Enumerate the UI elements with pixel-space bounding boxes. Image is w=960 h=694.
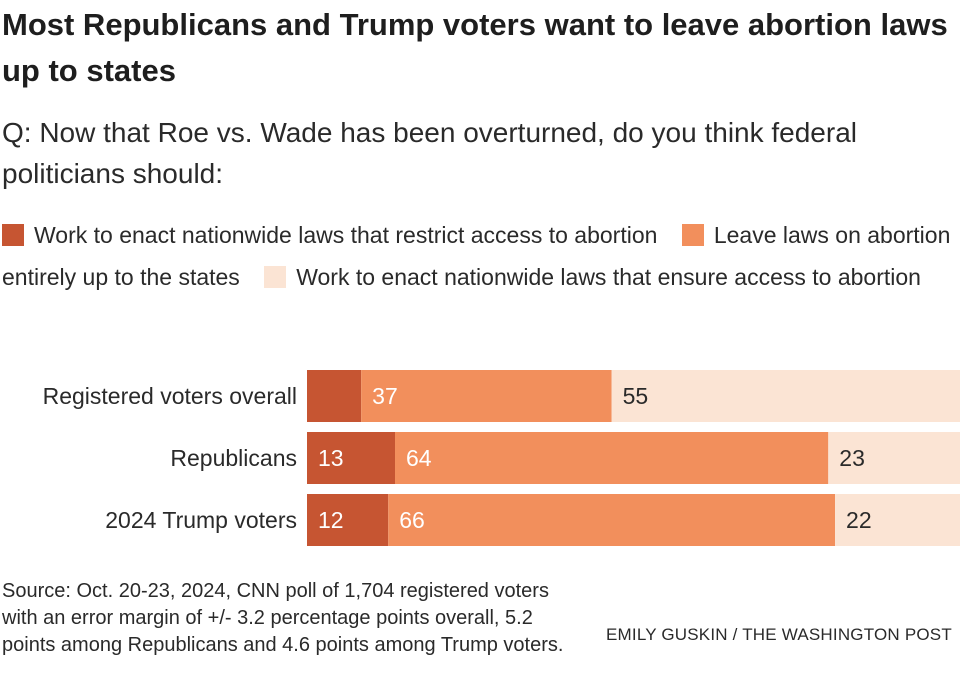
chart-subtitle: Q: Now that Roe vs. Wade has been overtu…	[2, 117, 857, 189]
bar-segment	[361, 370, 612, 422]
stacked-bar-chart: Registered voters overall 37 55 Republicans…	[43, 370, 960, 546]
source-note: Source: Oct. 20-23, 2024, CNN poll of 1,…	[2, 580, 564, 656]
chart-title: Most Republicans and Trump voters want t…	[2, 7, 948, 88]
legend-label-states: Leave laws on abortion entirely up to th…	[2, 222, 951, 290]
bar-segment	[835, 494, 960, 546]
data-label: 64	[406, 445, 432, 471]
category-label: Republicans	[170, 445, 297, 471]
bar-segment	[307, 370, 362, 422]
legend-swatch-restrict	[2, 224, 24, 246]
bar-segment	[307, 432, 396, 484]
data-label: 55	[623, 383, 649, 409]
legend-swatch-states	[681, 224, 704, 246]
data-label: 23	[839, 445, 865, 471]
bar-segment	[828, 432, 960, 484]
bar-segment	[611, 370, 960, 422]
data-label: 37	[372, 383, 398, 409]
legend-item-restrict	[2, 222, 34, 248]
bar-segment	[307, 494, 389, 546]
credit-line: EMILY GUSKIN / THE WASHINGTON POST	[606, 625, 952, 644]
legend-item-states	[681, 222, 714, 248]
data-label: 22	[846, 507, 872, 533]
bar-segment	[395, 432, 829, 484]
data-label: 66	[399, 507, 425, 533]
category-label: Registered voters overall	[43, 383, 297, 409]
legend-swatch-ensure	[264, 266, 287, 288]
bar-segment	[388, 494, 836, 546]
data-label: 12	[318, 507, 344, 533]
category-label: 2024 Trump voters	[105, 507, 297, 533]
legend-label-restrict: Work to enact nationwide laws that restr…	[34, 222, 658, 248]
legend: Work to enact nationwide laws that restr…	[2, 214, 960, 298]
data-label: 13	[318, 445, 344, 471]
legend-label-ensure: Work to enact nationwide laws that ensur…	[296, 264, 921, 290]
legend-item-ensure	[264, 264, 296, 290]
